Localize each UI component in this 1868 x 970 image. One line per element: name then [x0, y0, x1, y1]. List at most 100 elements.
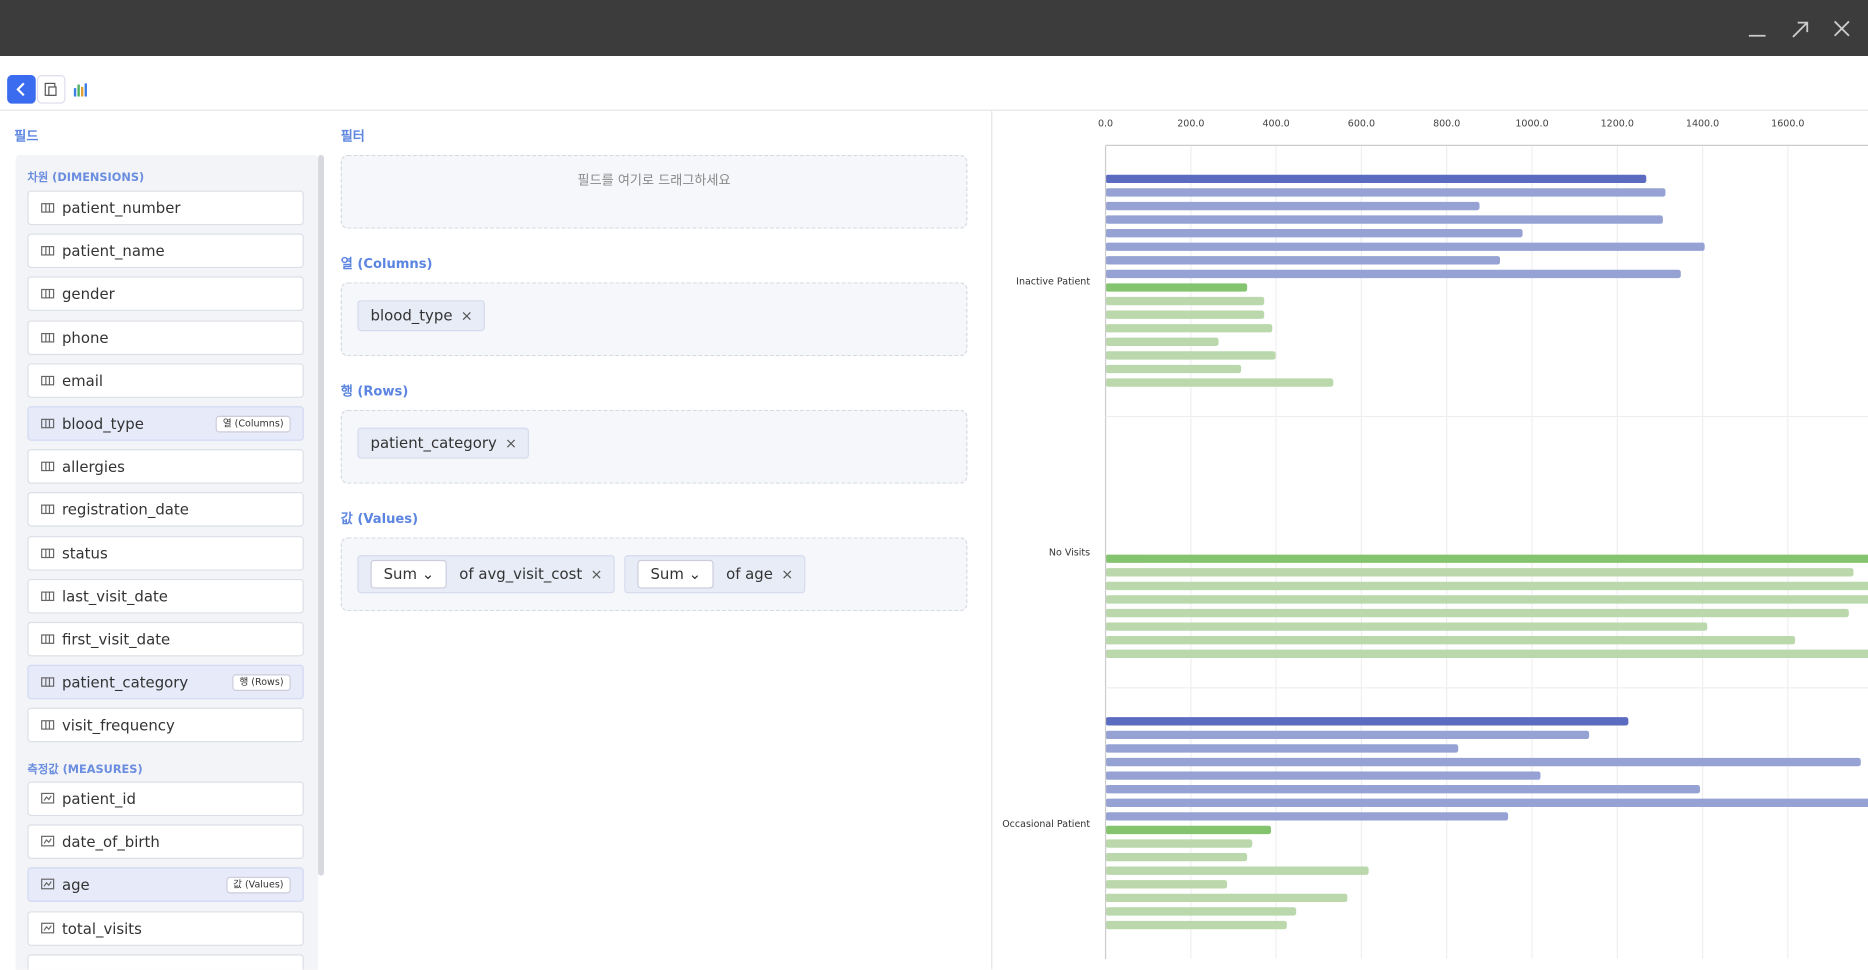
- bar: [1105, 337, 1219, 347]
- bar: [1105, 256, 1500, 265]
- field-item[interactable]: visit_frequency: [27, 708, 304, 743]
- field-name: patient_name: [61, 242, 165, 260]
- field-item[interactable]: first_visit_date: [27, 621, 304, 657]
- divider: [991, 110, 993, 970]
- field-item[interactable]: patient_category 행 (Rows): [27, 664, 304, 700]
- remove-chip[interactable]: ×: [781, 565, 794, 583]
- bar: [1105, 608, 1849, 618]
- field-item[interactable]: email: [27, 363, 304, 398]
- close[interactable]: [1834, 20, 1850, 37]
- chip[interactable]: blood_type ×: [357, 300, 485, 332]
- group-title: 차원 (DIMENSIONS): [27, 171, 145, 185]
- field-icon: [41, 289, 55, 299]
- field-item[interactable]: phone: [27, 319, 304, 355]
- bar: [1105, 215, 1663, 224]
- field-item[interactable]: last_visit_date: [27, 578, 304, 614]
- chip[interactable]: Sum ⌄ of age ×: [624, 555, 806, 594]
- maximize[interactable]: [1792, 21, 1809, 38]
- back-button[interactable]: [7, 75, 36, 104]
- field-name: email: [61, 371, 104, 390]
- remove-chip[interactable]: ×: [505, 434, 518, 452]
- bar: [1105, 880, 1228, 889]
- x-tick-label: 400.0: [1263, 118, 1290, 129]
- bar: [1105, 812, 1509, 821]
- field-item[interactable]: registration_date: [27, 492, 304, 528]
- section-title: 행 (Rows): [340, 383, 409, 400]
- remove-chip[interactable]: ×: [460, 307, 473, 325]
- divider: [0, 109, 1868, 111]
- field-name: allergies: [61, 457, 125, 476]
- group-title: 측정값 (MEASURES): [27, 763, 143, 777]
- bar: [1105, 581, 1868, 591]
- field-item[interactable]: date_of_birth: [27, 824, 304, 860]
- rows-dropzone[interactable]: patient_category ×: [340, 409, 968, 484]
- bar: [1105, 283, 1248, 292]
- bar: [1105, 595, 1868, 604]
- field-item[interactable]: patient_id: [27, 781, 304, 817]
- chart-button[interactable]: [65, 75, 95, 104]
- section-title: 필터: [340, 128, 365, 145]
- x-tick-label: 1400.0: [1686, 118, 1719, 129]
- table-button[interactable]: [36, 75, 66, 104]
- bar: [1105, 839, 1253, 848]
- field-item[interactable]: patient_name: [27, 233, 304, 269]
- placeholder: 필드를 여기로 드래그하세요: [577, 172, 731, 189]
- field-item[interactable]: age 값 (Values): [27, 867, 304, 903]
- remove-chip[interactable]: ×: [590, 565, 603, 583]
- plot-area: [1105, 145, 1868, 960]
- field-name: date_of_birth: [61, 832, 160, 851]
- field-item[interactable]: [27, 954, 304, 970]
- field-item[interactable]: status: [27, 535, 304, 571]
- field-name: status: [61, 543, 108, 562]
- field-badge: 열 (Columns): [215, 415, 291, 433]
- x-tick-label: 600.0: [1348, 118, 1375, 129]
- field-icon: [41, 418, 55, 429]
- filter-dropzone[interactable]: 필드를 여기로 드래그하세요: [340, 154, 968, 229]
- field-icon: [41, 461, 55, 472]
- field-item[interactable]: blood_type 열 (Columns): [27, 406, 304, 441]
- bar: [1105, 378, 1334, 387]
- bar: [1105, 852, 1248, 862]
- y-tick-label: No Visits: [1049, 548, 1090, 559]
- field-icon: [41, 375, 55, 386]
- title-bar: [0, 0, 1868, 56]
- window-controls[interactable]: [1739, 14, 1858, 43]
- chart: 0.0 200.0 400.0 600.0 800.0 1000.0 1200.0 1400.…: [1002, 118, 1868, 960]
- bar: [1105, 324, 1273, 333]
- bar: [1105, 364, 1242, 374]
- field-name: patient_category: [61, 673, 189, 692]
- bar: [1105, 717, 1629, 726]
- chip[interactable]: Sum ⌄ of avg_visit_cost ×: [357, 555, 615, 594]
- aggregation-select[interactable]: Sum ⌄: [370, 559, 448, 589]
- field-name: first_visit_date: [61, 630, 171, 649]
- columns-dropzone[interactable]: blood_type ×: [340, 282, 968, 357]
- x-tick-label: 1200.0: [1601, 118, 1634, 129]
- field-item[interactable]: gender: [27, 276, 304, 312]
- field-name: phone: [61, 328, 109, 347]
- field-item[interactable]: allergies: [27, 449, 304, 484]
- y-tick-label: Inactive Patient: [1016, 277, 1090, 288]
- x-tick-label: 200.0: [1177, 118, 1204, 129]
- bar: [1105, 568, 1854, 577]
- values-dropzone[interactable]: Sum ⌄ of avg_visit_cost × Sum ⌄ of age ×: [340, 537, 968, 612]
- field-name: visit_frequency: [61, 716, 175, 735]
- aggregation-select[interactable]: Sum ⌄: [637, 559, 715, 589]
- chip[interactable]: patient_category ×: [357, 427, 529, 459]
- field-icon: [41, 504, 55, 515]
- field-icon: [41, 332, 55, 343]
- x-tick-label: 1600.0: [1771, 118, 1804, 129]
- bar: [1105, 554, 1868, 563]
- field-badge: 값 (Values): [225, 877, 291, 894]
- bar: [1105, 269, 1681, 279]
- bar: [1105, 907, 1297, 916]
- field-icon: [41, 634, 55, 644]
- bar: [1105, 174, 1647, 184]
- section-title: 값 (Values): [340, 511, 419, 527]
- scrollbar[interactable]: [318, 154, 325, 876]
- field-item[interactable]: total_visits: [27, 910, 304, 946]
- section-title: 열 (Columns): [340, 256, 433, 272]
- field-name: total_visits: [61, 919, 142, 938]
- field-item[interactable]: patient_number: [27, 190, 304, 226]
- field-name: registration_date: [61, 500, 189, 519]
